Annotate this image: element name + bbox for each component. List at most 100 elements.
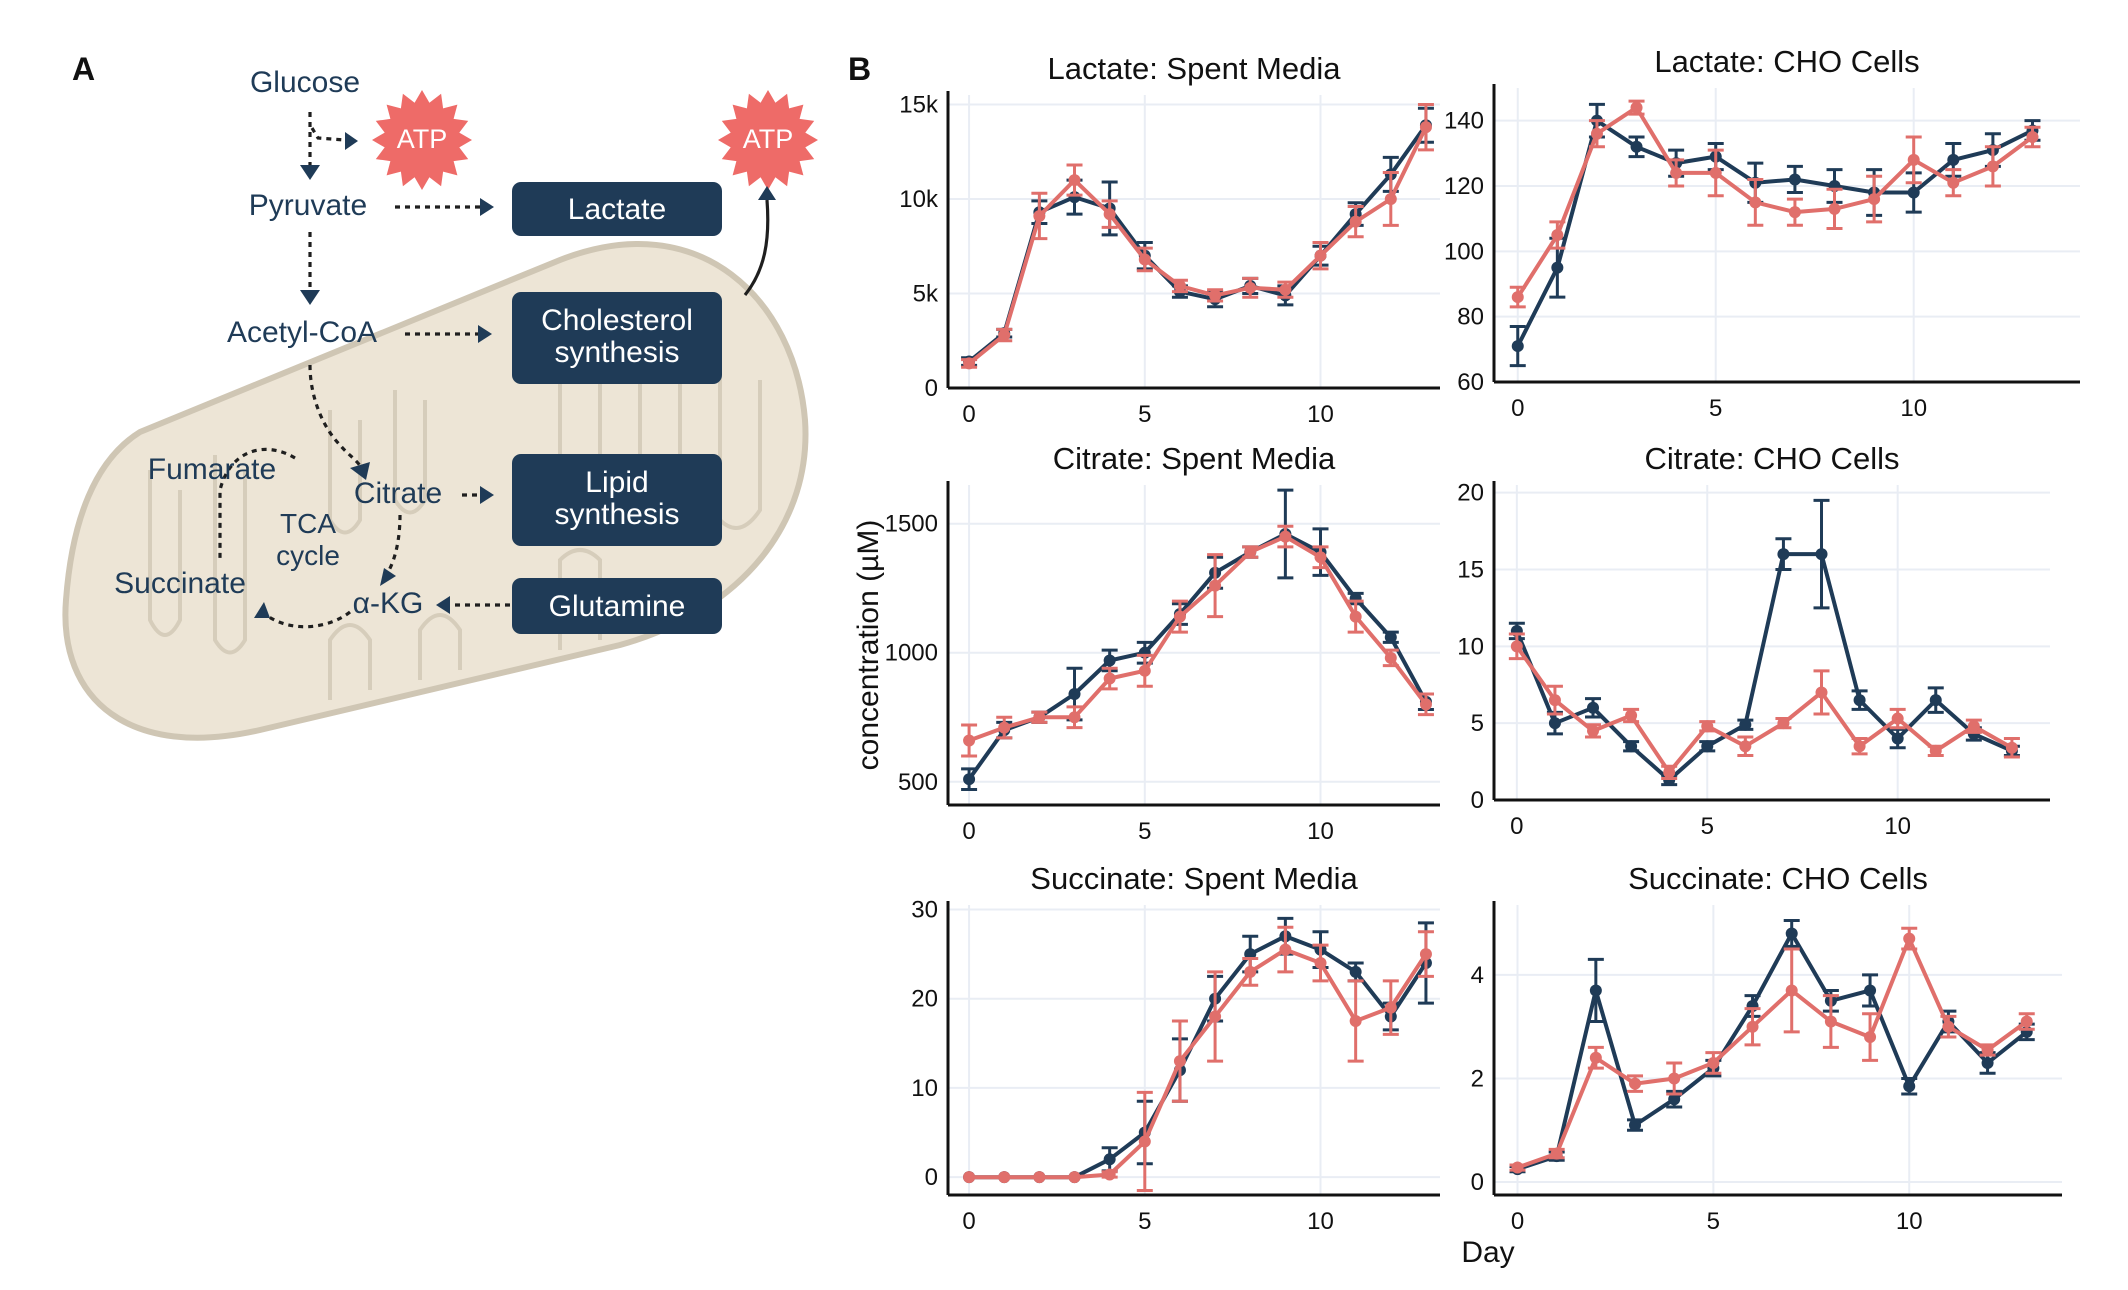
data-point: [1824, 1015, 1837, 1028]
data-point: [2020, 1015, 2033, 1028]
data-point: [1777, 548, 1790, 561]
lipid-box-label-1: Lipid: [585, 466, 648, 499]
x-axis-label: Day: [1461, 1236, 1514, 1269]
data-point: [1590, 127, 1603, 140]
data-point: [1068, 711, 1081, 724]
chart-title: Citrate: CHO Cells: [1645, 441, 1900, 476]
series-line: [967, 124, 1428, 364]
data-point: [1173, 1055, 1186, 1068]
data-point: [1419, 948, 1432, 961]
y-tick-label: 4: [1471, 962, 1484, 989]
x-tick-label: 5: [1707, 1208, 1720, 1235]
data-point: [1244, 546, 1257, 559]
akg-label: α-KG: [353, 587, 424, 620]
chart-3: 0 5 10 500 1000 1500 Citrate: Spent Media: [885, 441, 1440, 845]
y-tick-label: 2: [1471, 1065, 1484, 1092]
series-navy: [1509, 919, 2035, 1176]
data-point: [1173, 610, 1186, 623]
x-tick-label: 10: [1884, 813, 1911, 840]
data-point: [1103, 208, 1116, 221]
data-point: [1068, 1171, 1081, 1184]
panel-label-a: A: [72, 51, 95, 87]
x-tick-label: 10: [1900, 395, 1927, 422]
data-point: [1746, 1020, 1759, 1033]
data-point: [1625, 709, 1638, 722]
y-tick-label: 1000: [885, 640, 938, 667]
data-point: [1589, 1051, 1602, 1064]
data-point: [1589, 984, 1602, 997]
product-boxes: Lactate Cholesterol synthesis Lipid synt…: [512, 182, 722, 634]
chart-title: Succinate: Spent Media: [1030, 861, 1358, 896]
data-point: [1967, 720, 1980, 733]
data-point: [1815, 686, 1828, 699]
series-line: [967, 532, 1428, 781]
data-point: [1907, 153, 1920, 166]
x-tick-label: 0: [1511, 395, 1524, 422]
data-point: [2026, 131, 2039, 143]
data-point: [1815, 548, 1828, 561]
data-point: [1942, 1020, 1955, 1033]
data-point: [1986, 160, 1999, 173]
x-tick-label: 10: [1896, 1208, 1923, 1235]
cholesterol-box: [512, 292, 722, 384]
data-point: [1701, 740, 1714, 753]
data-point: [1709, 166, 1722, 179]
y-tick-label: 10: [911, 1075, 938, 1102]
chart-4: 0 5 10 0 5 10 15 20 Citrate: CHO Cells: [1457, 441, 2050, 840]
lipid-box-label-2: synthesis: [554, 498, 679, 531]
data-point: [998, 1171, 1011, 1184]
data-point: [1548, 717, 1561, 730]
series-line: [969, 947, 1428, 1180]
data-point: [1663, 766, 1676, 779]
x-tick-label: 5: [1138, 818, 1151, 845]
data-point: [1384, 631, 1397, 644]
data-point: [1138, 1135, 1151, 1148]
series-navy: [963, 916, 1434, 1184]
data-point: [1068, 688, 1081, 701]
data-point: [1244, 281, 1257, 294]
x-tick-label: 0: [1510, 813, 1523, 840]
data-point: [1349, 965, 1362, 978]
data-point: [1625, 740, 1638, 753]
series-salmon: [963, 925, 1434, 1193]
chart-title: Lactate: Spent Media: [1048, 51, 1342, 86]
data-point: [1629, 1077, 1642, 1090]
data-point: [1033, 1171, 1046, 1184]
y-tick-label: 5k: [913, 280, 939, 307]
x-tick-label: 0: [962, 1208, 975, 1235]
data-point: [1929, 694, 1942, 707]
data-point: [1749, 196, 1762, 209]
y-tick-label: 0: [925, 375, 938, 402]
data-point: [1349, 215, 1362, 228]
data-point: [1103, 672, 1116, 685]
x-tick-label: 0: [1511, 1208, 1524, 1235]
data-point: [1788, 173, 1801, 186]
cholesterol-box-label-1: Cholesterol: [541, 304, 693, 337]
y-tick-label: 20: [1457, 480, 1484, 507]
x-tick-label: 10: [1307, 1208, 1334, 1235]
series-salmon: [961, 102, 1434, 370]
data-point: [1551, 229, 1564, 241]
data-point: [1384, 1001, 1397, 1014]
data-point: [1587, 724, 1600, 737]
data-point: [1947, 176, 1960, 189]
data-point: [963, 357, 976, 370]
data-point: [1907, 186, 1920, 199]
y-tick-label: 20: [911, 986, 938, 1013]
data-point: [1739, 718, 1752, 731]
data-point: [1548, 694, 1561, 707]
data-point: [1707, 1056, 1720, 1069]
data-point: [1033, 209, 1046, 222]
chart-title: Lactate: CHO Cells: [1654, 44, 1919, 79]
y-tick-label: 5: [1471, 710, 1484, 737]
panel-label-b: B: [848, 51, 871, 87]
lipid-box: [512, 454, 722, 546]
data-point: [1138, 664, 1151, 677]
data-point: [1828, 202, 1841, 215]
data-point: [1209, 579, 1222, 592]
data-point: [1777, 717, 1790, 730]
chart-title: Citrate: Spent Media: [1053, 441, 1336, 476]
x-tick-label: 0: [962, 401, 975, 428]
data-point: [1419, 121, 1432, 134]
x-tick-label: 10: [1307, 401, 1334, 428]
